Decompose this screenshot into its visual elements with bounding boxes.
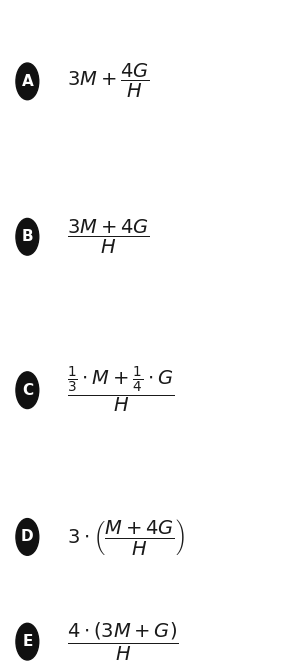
Ellipse shape — [16, 519, 39, 555]
Text: B: B — [22, 229, 33, 244]
Ellipse shape — [16, 623, 39, 660]
Ellipse shape — [16, 63, 39, 100]
Text: C: C — [22, 383, 33, 398]
Text: A: A — [22, 74, 33, 89]
Text: $\dfrac{3M + 4G}{H}$: $\dfrac{3M + 4G}{H}$ — [67, 217, 150, 256]
Text: D: D — [21, 530, 34, 544]
Ellipse shape — [16, 219, 39, 255]
Text: $3 \cdot \left(\dfrac{M + 4G}{H}\right)$: $3 \cdot \left(\dfrac{M + 4G}{H}\right)$ — [67, 517, 185, 557]
Ellipse shape — [16, 372, 39, 408]
Text: $3M + \dfrac{4G}{H}$: $3M + \dfrac{4G}{H}$ — [67, 62, 150, 101]
Text: $\dfrac{\frac{1}{3} \cdot M + \frac{1}{4} \cdot G}{H}$: $\dfrac{\frac{1}{3} \cdot M + \frac{1}{4… — [67, 365, 174, 416]
Text: $\dfrac{4 \cdot (3M + G)}{H}$: $\dfrac{4 \cdot (3M + G)}{H}$ — [67, 620, 178, 663]
Text: E: E — [22, 634, 33, 649]
